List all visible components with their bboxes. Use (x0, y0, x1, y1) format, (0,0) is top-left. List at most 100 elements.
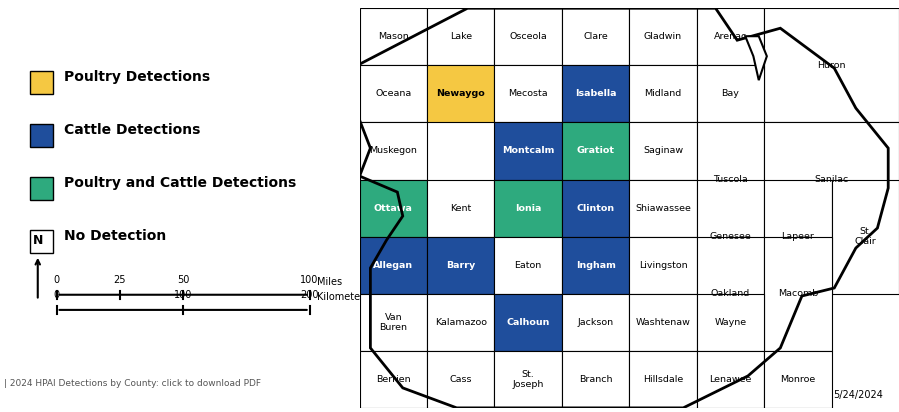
FancyBboxPatch shape (494, 66, 562, 122)
FancyBboxPatch shape (629, 294, 697, 351)
FancyBboxPatch shape (697, 236, 764, 351)
Text: Bay: Bay (722, 89, 739, 98)
Text: Mason: Mason (378, 32, 409, 41)
Text: Saginaw: Saginaw (643, 147, 683, 155)
Text: No Detection: No Detection (64, 229, 166, 243)
Text: Arenac: Arenac (714, 32, 747, 41)
Text: Jackson: Jackson (577, 318, 614, 327)
Text: Newaygo: Newaygo (436, 89, 485, 98)
Text: Poultry and Cattle Detections: Poultry and Cattle Detections (64, 176, 297, 190)
Text: 25: 25 (113, 275, 126, 285)
Text: 100: 100 (300, 275, 319, 285)
FancyBboxPatch shape (427, 294, 494, 351)
Text: Macomb: Macomb (778, 289, 818, 298)
Text: Lake: Lake (450, 32, 472, 41)
Text: Allegan: Allegan (373, 261, 414, 269)
Text: Sanilac: Sanilac (814, 175, 849, 184)
Text: Van
Buren: Van Buren (379, 313, 407, 332)
Text: Ionia: Ionia (515, 204, 541, 213)
FancyBboxPatch shape (697, 8, 764, 66)
Text: N: N (32, 234, 43, 247)
FancyBboxPatch shape (427, 236, 494, 294)
Text: Shiawassee: Shiawassee (635, 204, 691, 213)
FancyBboxPatch shape (31, 178, 53, 200)
Text: Oceana: Oceana (375, 89, 412, 98)
FancyBboxPatch shape (832, 180, 899, 294)
Text: Washtenaw: Washtenaw (636, 318, 690, 327)
FancyBboxPatch shape (360, 122, 427, 180)
FancyBboxPatch shape (562, 236, 629, 294)
FancyBboxPatch shape (360, 294, 427, 351)
FancyBboxPatch shape (360, 236, 427, 294)
Text: Genesee: Genesee (709, 232, 752, 241)
FancyBboxPatch shape (764, 8, 899, 122)
Text: Clinton: Clinton (576, 204, 615, 213)
Text: Monroe: Monroe (780, 375, 815, 384)
PathPatch shape (745, 36, 767, 80)
FancyBboxPatch shape (31, 124, 53, 147)
Text: Wayne: Wayne (715, 318, 746, 327)
Text: Lenawee: Lenawee (709, 375, 752, 384)
FancyBboxPatch shape (360, 8, 427, 66)
Text: Montcalm: Montcalm (502, 147, 555, 155)
FancyBboxPatch shape (427, 351, 494, 408)
Text: Osceola: Osceola (510, 32, 547, 41)
Text: Barry: Barry (446, 261, 476, 269)
FancyBboxPatch shape (764, 351, 832, 408)
Text: Hillsdale: Hillsdale (643, 375, 683, 384)
FancyBboxPatch shape (697, 180, 764, 294)
FancyBboxPatch shape (562, 122, 629, 180)
Text: Oakland: Oakland (711, 289, 750, 298)
Text: Branch: Branch (579, 375, 612, 384)
Text: Clare: Clare (583, 32, 608, 41)
Text: Calhoun: Calhoun (506, 318, 550, 327)
Text: Gladwin: Gladwin (644, 32, 682, 41)
Text: Midland: Midland (645, 89, 681, 98)
FancyBboxPatch shape (764, 122, 899, 236)
Text: Tuscola: Tuscola (713, 175, 748, 184)
Text: Poultry Detections: Poultry Detections (64, 70, 210, 84)
Text: Muskegon: Muskegon (369, 147, 417, 155)
FancyBboxPatch shape (360, 180, 427, 236)
FancyBboxPatch shape (427, 180, 494, 236)
Text: Ottawa: Ottawa (374, 204, 413, 213)
Text: 0: 0 (54, 290, 59, 300)
Text: Ingham: Ingham (575, 261, 616, 269)
Text: Kalamazoo: Kalamazoo (435, 318, 486, 327)
FancyBboxPatch shape (360, 66, 427, 122)
Text: Isabella: Isabella (574, 89, 617, 98)
Text: Huron: Huron (817, 61, 846, 70)
Text: St.
Clair: St. Clair (854, 227, 877, 246)
FancyBboxPatch shape (360, 351, 427, 408)
FancyBboxPatch shape (562, 351, 629, 408)
FancyBboxPatch shape (427, 8, 494, 66)
FancyBboxPatch shape (629, 122, 697, 180)
FancyBboxPatch shape (629, 351, 697, 408)
FancyBboxPatch shape (494, 8, 562, 66)
Text: Livingston: Livingston (638, 261, 688, 269)
FancyBboxPatch shape (764, 180, 832, 294)
FancyBboxPatch shape (629, 236, 697, 294)
FancyBboxPatch shape (562, 294, 629, 351)
Text: St.
Joseph: St. Joseph (512, 370, 544, 389)
FancyBboxPatch shape (629, 180, 697, 236)
FancyBboxPatch shape (562, 180, 629, 236)
Text: Berrien: Berrien (376, 375, 411, 384)
FancyBboxPatch shape (562, 66, 629, 122)
FancyBboxPatch shape (697, 122, 764, 236)
Text: Gratiot: Gratiot (576, 147, 615, 155)
FancyBboxPatch shape (494, 122, 562, 180)
Text: 200: 200 (300, 290, 319, 300)
Text: 5/24/2024: 5/24/2024 (833, 390, 883, 400)
Text: Cattle Detections: Cattle Detections (64, 123, 200, 137)
Text: Lapeer: Lapeer (781, 232, 814, 241)
FancyBboxPatch shape (764, 236, 832, 351)
FancyBboxPatch shape (697, 294, 764, 351)
FancyBboxPatch shape (427, 66, 494, 122)
Text: Mecosta: Mecosta (508, 89, 548, 98)
Text: | 2024 HPAI Detections by County: click to download PDF: | 2024 HPAI Detections by County: click … (4, 379, 261, 388)
FancyBboxPatch shape (494, 351, 562, 408)
Text: Eaton: Eaton (514, 261, 542, 269)
Text: Cass: Cass (450, 375, 472, 384)
FancyBboxPatch shape (494, 236, 562, 294)
